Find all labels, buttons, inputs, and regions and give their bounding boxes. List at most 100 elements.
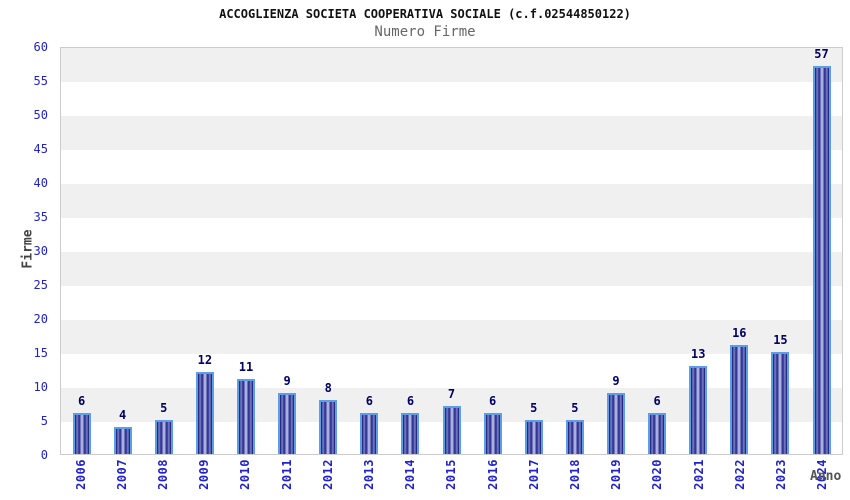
- bar-slot: 13: [678, 48, 719, 454]
- bar: [524, 420, 543, 454]
- bar-slot: 11: [225, 48, 266, 454]
- x-tick: 2009: [184, 459, 225, 499]
- bar: [606, 392, 625, 454]
- bar-slot: 5: [513, 48, 554, 454]
- y-tick-label: 10: [33, 380, 48, 394]
- x-tick: 2006: [60, 459, 101, 499]
- bar-slot: 4: [102, 48, 143, 454]
- bar-value-label: 15: [773, 333, 788, 347]
- bar-slot: 6: [349, 48, 390, 454]
- bar-value-label: 6: [365, 394, 373, 409]
- bar-value-label: 11: [238, 360, 254, 375]
- x-tick-label: 2021: [691, 459, 706, 490]
- x-tick: 2011: [266, 459, 307, 499]
- x-tick-label: 2019: [609, 459, 624, 490]
- bar: [195, 372, 214, 454]
- x-tick-label: 2014: [403, 459, 418, 490]
- x-tick-label: 2013: [362, 459, 377, 490]
- x-tick: 2008: [142, 459, 183, 499]
- y-tick-label: 15: [33, 346, 48, 360]
- x-tick: 2014: [390, 459, 431, 499]
- bar-value-label: 5: [530, 401, 538, 415]
- x-tick-label: 2011: [279, 459, 294, 490]
- bar: [771, 352, 790, 454]
- x-tick-label: 2015: [444, 459, 459, 490]
- y-tick-label: 40: [33, 176, 48, 190]
- bar-value-label: 7: [447, 387, 456, 402]
- bar-value-label: 16: [732, 326, 747, 341]
- bar-slot: 8: [308, 48, 349, 454]
- x-tick: 2010: [225, 459, 266, 499]
- x-tick: 2012: [307, 459, 348, 499]
- bar: [113, 426, 132, 454]
- bar-slot: 6: [472, 48, 513, 454]
- x-tick: 2018: [554, 459, 595, 499]
- bar: [154, 420, 173, 454]
- x-tick: 2017: [513, 459, 554, 499]
- bar-value-label: 8: [324, 380, 332, 395]
- bar-value-label: 9: [612, 373, 620, 388]
- x-tick-label: 2010: [238, 459, 253, 490]
- bar: [72, 413, 91, 454]
- bar-slot: 6: [637, 48, 678, 454]
- bar-slot: 6: [390, 48, 431, 454]
- y-tick-label: 35: [33, 210, 48, 224]
- y-tick-label: 20: [33, 312, 48, 326]
- y-tick-label: 25: [33, 278, 48, 292]
- y-tick-label: 55: [33, 74, 48, 88]
- bar-slot: 5: [143, 48, 184, 454]
- bar-value-label: 6: [653, 394, 661, 409]
- bar-value-label: 12: [197, 353, 213, 368]
- bar-value-label: 4: [119, 407, 127, 422]
- x-tick-label: 2006: [73, 459, 88, 490]
- bar: [689, 365, 708, 454]
- bar-slot: 9: [595, 48, 636, 454]
- bar: [565, 420, 584, 454]
- bar-value-label: 5: [571, 401, 579, 415]
- x-tick-label: 2016: [485, 459, 500, 490]
- bar-value-label: 6: [489, 394, 497, 409]
- x-tick-label: 2008: [156, 459, 170, 490]
- bar-slot: 12: [184, 48, 225, 454]
- y-tick-label: 0: [40, 448, 48, 462]
- x-tick: 2020: [637, 459, 678, 499]
- chart-title: ACCOGLIENZA SOCIETA COOPERATIVA SOCIALE …: [219, 7, 631, 21]
- bar-slot: 7: [431, 48, 472, 454]
- x-tick-label: 2009: [197, 459, 212, 490]
- x-tick-label: 2018: [568, 459, 583, 490]
- bar-slot: 16: [719, 48, 760, 454]
- y-tick-label: 5: [40, 414, 48, 428]
- x-tick: 2007: [101, 459, 142, 499]
- x-tick-label: 2023: [774, 459, 789, 490]
- y-tick-label: 50: [33, 108, 48, 122]
- bar: [730, 345, 749, 454]
- x-tick: 2022: [719, 459, 760, 499]
- x-axis: 2006 2007 2008 2009 2010 2011 2012 2013 2014 2015…: [60, 459, 843, 499]
- bar: [278, 392, 297, 454]
- x-tick: 2023: [760, 459, 801, 499]
- chart-subtitle: Numero Firme: [374, 24, 476, 40]
- bar-value-label: 5: [160, 401, 168, 415]
- x-tick: 2013: [348, 459, 389, 499]
- bar-value-label: 6: [406, 394, 415, 409]
- y-axis: 0 5 10 15 20 25 30 35 40 45 50 55 60: [0, 0, 48, 500]
- x-tick: 2015: [431, 459, 472, 499]
- x-tick-label: 2022: [732, 459, 747, 490]
- x-axis-title: Anno: [810, 469, 842, 484]
- bar-value-label: 13: [690, 346, 706, 361]
- bar-value-label: 57: [814, 47, 829, 62]
- bar-value-label: 6: [77, 394, 86, 409]
- y-tick-label: 60: [33, 40, 48, 54]
- bar: [236, 379, 255, 454]
- x-tick: 2019: [596, 459, 637, 499]
- y-tick-label: 45: [33, 142, 48, 156]
- bar: [442, 406, 461, 454]
- bar: [360, 413, 379, 454]
- x-tick-label: 2007: [114, 459, 129, 490]
- bar-slot: 6: [61, 48, 102, 454]
- bar: [812, 66, 831, 454]
- x-tick-label: 2020: [650, 459, 665, 490]
- bar-slot: 5: [554, 48, 595, 454]
- x-tick: 2016: [472, 459, 513, 499]
